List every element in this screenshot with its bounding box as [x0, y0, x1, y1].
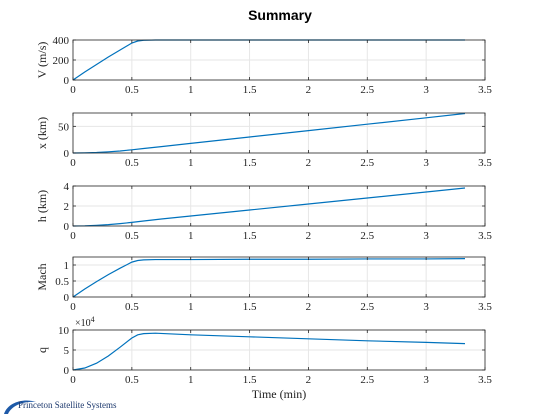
x-tick-label: 3.5: [478, 230, 492, 242]
x-tick-label: 1: [188, 230, 194, 242]
x-tick-label: 2.5: [360, 301, 374, 313]
x-tick-label: 2.5: [360, 230, 374, 242]
subplot-3: 0 0.5 1 1.5 2 2.5 3 3.5 0 2 4 h (km): [35, 181, 492, 242]
x-tick-label: 2: [306, 84, 312, 96]
y-exponent-label: ×104: [75, 315, 95, 329]
psslogo: Princeton Satellite Systems: [2, 396, 202, 418]
y-tick-label: 0: [64, 75, 70, 87]
series-line: [72, 332, 466, 371]
x-tick-label: 3: [423, 84, 429, 96]
y-tick-label: 5: [64, 345, 70, 357]
x-tick-label: 1.5: [243, 230, 257, 242]
x-tick-label: 1.5: [243, 84, 257, 96]
x-tick-label: 2.5: [360, 84, 374, 96]
x-tick-label: 2: [306, 301, 312, 313]
x-tick-label: 2.5: [360, 157, 374, 169]
x-tick-label: 1.5: [243, 157, 257, 169]
series-line: [72, 258, 465, 298]
y-tick-label: 0: [64, 365, 70, 377]
x-axis-label: Time (min): [252, 387, 307, 401]
subplot-1: 0 0.5 1 1.5 2 2.5 3 3.5 0 200 400 V (m/s): [35, 35, 492, 96]
x-tick-label: 0: [70, 84, 76, 96]
y-tick-label: 1: [64, 260, 70, 272]
y-tick-label: 2: [64, 201, 70, 213]
logo-text: Princeton Satellite Systems: [18, 400, 117, 410]
x-tick-label: 0: [70, 157, 76, 169]
x-tick-label: 3: [423, 230, 429, 242]
x-tick-label: 2.5: [360, 374, 374, 386]
x-tick-label: 3: [423, 157, 429, 169]
axes-box: [72, 256, 486, 298]
x-tick-label: 3: [423, 374, 429, 386]
x-tick-label: 2: [306, 230, 312, 242]
plot-background: [73, 257, 485, 297]
x-tick-label: 3: [423, 301, 429, 313]
x-tick-label: 0.5: [125, 84, 139, 96]
y-tick-label: 50: [58, 121, 70, 133]
y-axis-label: h (km): [35, 190, 49, 222]
x-tick-label: 0.5: [125, 301, 139, 313]
x-tick-label: 1: [188, 157, 194, 169]
y-axis-label: V (m/s): [35, 42, 49, 79]
x-tick-label: 3.5: [478, 301, 492, 313]
subplot-2: 0 0.5 1 1.5 2 2.5 3 3.5 0 50 x (km): [35, 112, 492, 169]
axes-box: [72, 112, 486, 154]
y-axis-label: Mach: [35, 263, 49, 290]
x-tick-label: 3.5: [478, 374, 492, 386]
y-tick-label: 0: [64, 148, 70, 160]
x-tick-label: 1: [188, 374, 194, 386]
y-tick-label: 0.5: [55, 276, 69, 288]
y-tick-label: 0: [64, 292, 70, 304]
x-tick-label: 1: [188, 301, 194, 313]
x-tick-label: 0: [70, 374, 76, 386]
subplot-4: 0 0.5 1 1.5 2 2.5 3 3.5 0 0.5 1 Mach: [35, 256, 492, 313]
x-tick-label: 2: [306, 374, 312, 386]
x-tick-label: 1.5: [243, 374, 257, 386]
y-tick-label: 4: [64, 181, 70, 193]
x-tick-label: 1: [188, 84, 194, 96]
y-axis-label: q: [35, 347, 49, 353]
y-tick-label: 0: [64, 221, 70, 233]
plot-background: [73, 113, 485, 153]
x-tick-label: 2: [306, 157, 312, 169]
series-line: [72, 112, 466, 154]
swoosh-icon: [4, 400, 36, 414]
y-tick-label: 400: [53, 35, 70, 47]
x-tick-label: 0.5: [125, 374, 139, 386]
subplot-5: 0 0.5 1 1.5 2 2.5 3 3.5 0 5 10 ×104 q Time (min): [35, 315, 492, 401]
x-tick-label: 0: [70, 301, 76, 313]
series-line: [72, 187, 466, 227]
x-tick-label: 0: [70, 230, 76, 242]
y-tick-label: 10: [58, 325, 70, 337]
x-tick-label: 0.5: [125, 157, 139, 169]
x-tick-label: 0.5: [125, 230, 139, 242]
chart-title: Summary: [248, 7, 312, 23]
x-tick-label: 1.5: [243, 301, 257, 313]
y-axis-label: x (km): [35, 117, 49, 149]
x-tick-label: 3.5: [478, 84, 492, 96]
x-tick-label: 3.5: [478, 157, 492, 169]
y-tick-label: 200: [53, 55, 70, 67]
